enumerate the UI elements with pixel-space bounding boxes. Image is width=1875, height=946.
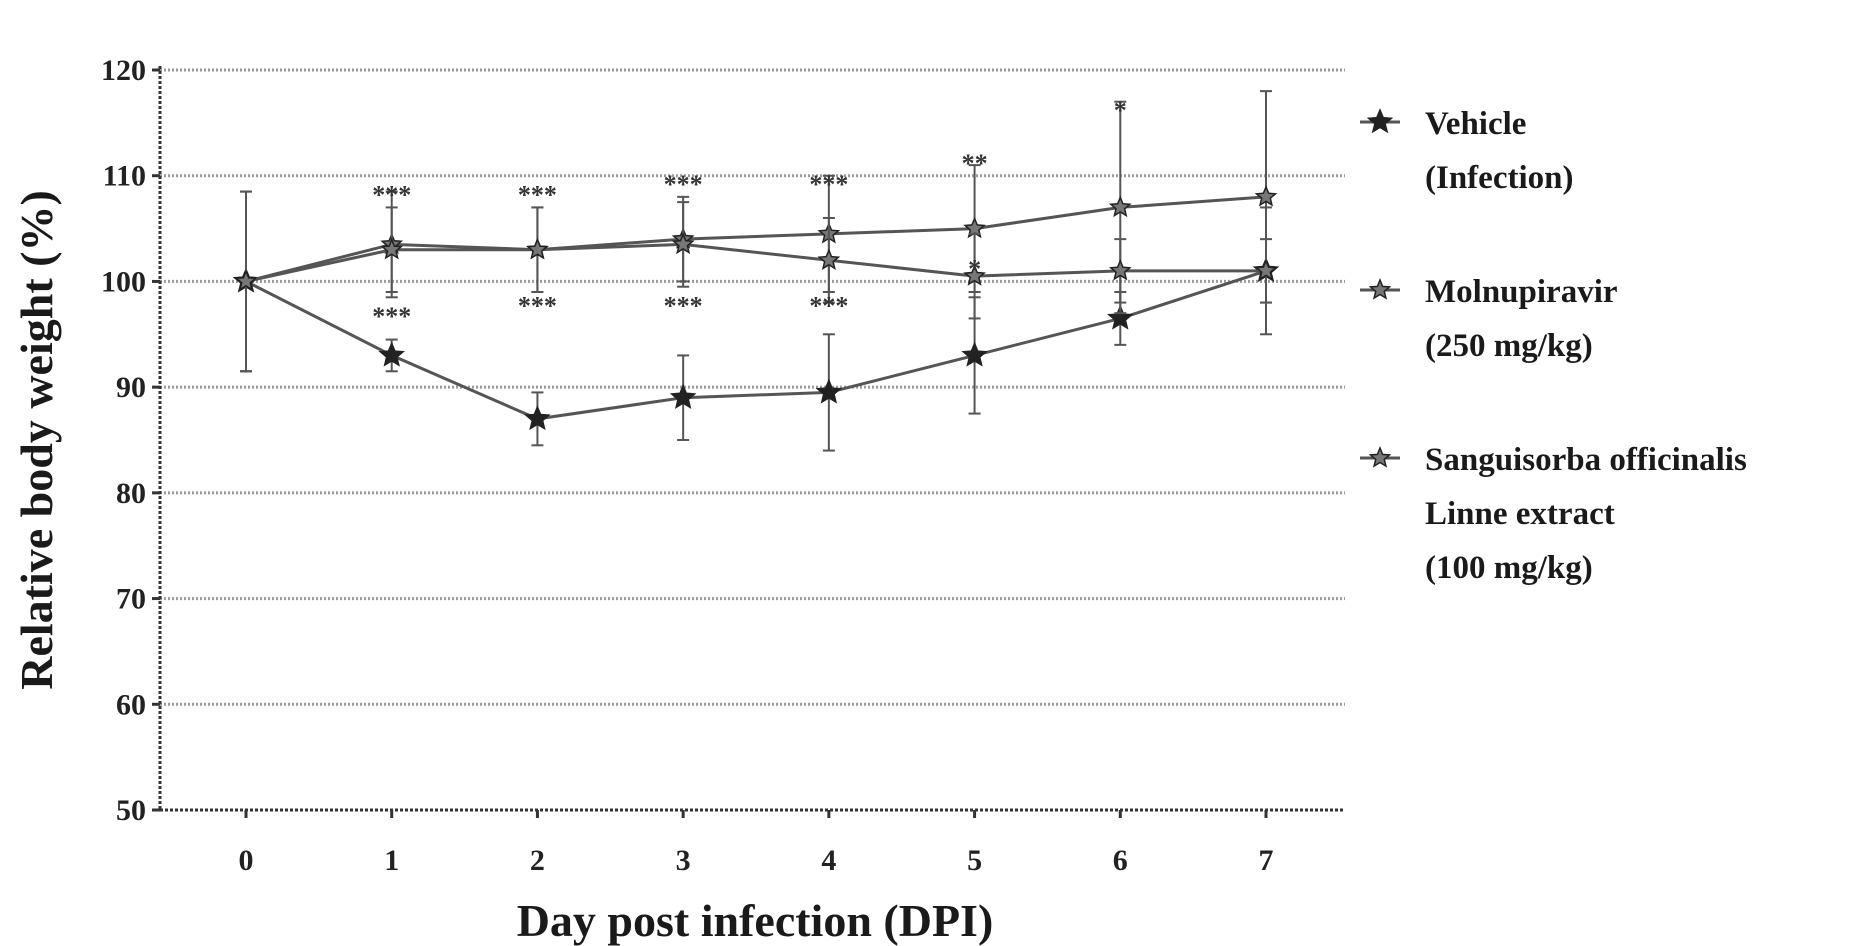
x-tick-label: 3 (676, 844, 691, 877)
legend-label: Linne extract (1425, 496, 1615, 532)
x-tick-label: 7 (1259, 844, 1274, 877)
y-tick-label: 60 (116, 688, 146, 721)
significance-label: *** (372, 181, 411, 210)
significance-label: ** (962, 149, 988, 178)
legend-marker (1369, 110, 1392, 132)
legend-marker (1371, 448, 1390, 466)
legend-label: Molnupiravir (1425, 274, 1618, 310)
data-point (1111, 261, 1130, 279)
significance-label: *** (809, 292, 848, 321)
grid-lines (160, 70, 1345, 704)
y-axis-title: Relative body weight (%) (11, 190, 62, 690)
x-axis-title: Day post infection (DPI) (517, 895, 994, 946)
x-tick-labels: 0 1 2 3 4 5 6 7 (239, 810, 1274, 877)
y-tick-labels: 50 60 70 80 90 100 110 120 (101, 54, 160, 827)
x-tick-label: 2 (530, 844, 545, 877)
y-tick-label: 90 (116, 371, 146, 404)
legend-label: (250 mg/kg) (1425, 328, 1593, 364)
legend-label: (Infection) (1425, 160, 1573, 196)
x-tick-label: 1 (384, 844, 399, 877)
significance-label: * (1114, 96, 1127, 125)
significance-label: * (968, 255, 981, 284)
y-tick-label: 50 (116, 794, 146, 827)
y-tick-label: 120 (101, 54, 146, 87)
significance-label: *** (518, 181, 557, 210)
x-tick-label: 6 (1113, 844, 1128, 877)
legend-item: Sanguisorba officinalis Linne extract (100… (1360, 442, 1747, 586)
legend-label: (100 mg/kg) (1425, 550, 1593, 586)
x-tick-label: 5 (967, 844, 982, 877)
significance-label: *** (372, 302, 411, 331)
data-point (1257, 187, 1276, 205)
significance-label: *** (809, 170, 848, 199)
legend: Vehicle (Infection) Molnupiravir (250 mg/kg… (1360, 106, 1747, 586)
legend-marker (1371, 280, 1390, 298)
legend-item: Molnupiravir (250 mg/kg) (1360, 274, 1618, 364)
legend-item: Vehicle (Infection) (1360, 106, 1573, 196)
y-tick-label: 80 (116, 477, 146, 510)
significance-label: *** (664, 170, 703, 199)
x-tick-label: 4 (821, 844, 836, 877)
series-line (246, 271, 1266, 419)
legend-label: Sanguisorba officinalis (1425, 442, 1747, 478)
y-tick-label: 110 (103, 160, 146, 193)
significance-annotations: **************************** (372, 96, 1127, 331)
y-tick-label: 100 (101, 265, 146, 298)
x-tick-label: 0 (239, 844, 254, 877)
data-point (819, 250, 838, 268)
legend-label: Vehicle (1425, 106, 1526, 142)
series-line (246, 244, 1266, 281)
y-tick-label: 70 (116, 583, 146, 616)
significance-label: *** (664, 292, 703, 321)
significance-label: *** (518, 292, 557, 321)
